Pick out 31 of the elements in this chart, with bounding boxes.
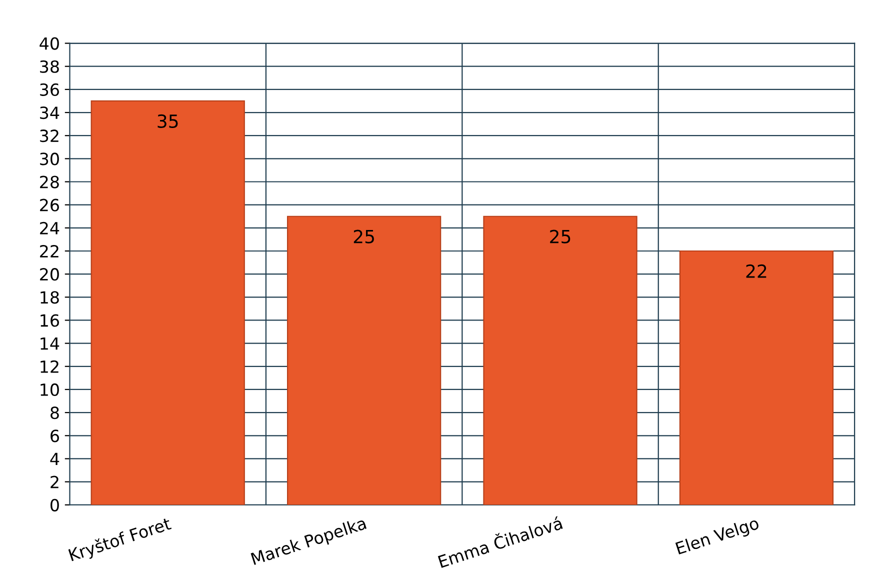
y-tick-label: 4 [50,452,60,466]
bar [90,100,245,505]
y-tick-label: 20 [40,268,59,281]
y-tick-label: 0 [50,498,59,512]
y-tick-label: 36 [40,83,59,96]
bar [483,216,638,505]
y-tick-label: 40 [40,37,59,50]
y-tick-label: 22 [40,244,58,258]
x-tick-label: Elen Velgo [675,516,761,558]
data-label: 25 [550,230,570,244]
bar [679,250,834,505]
data-label: 22 [746,264,766,278]
y-tick-label: 6 [50,430,59,442]
y-tick-label: 28 [40,176,59,188]
data-label: 25 [354,230,374,244]
bar [286,216,442,505]
y-tick-label: 2 [50,476,58,488]
y-tick-label: 38 [40,60,59,73]
y-tick-label: 24 [40,222,60,234]
y-tick-label: 26 [40,198,59,212]
y-tick-label: 30 [40,152,59,166]
y-tick-label: 18 [40,291,59,304]
y-tick-label: 34 [40,106,60,120]
x-tick-label: Marek Popelka [250,516,368,568]
y-tick-label: 12 [40,360,58,373]
y-tick-label: 32 [40,130,58,142]
y-tick-label: 16 [40,314,59,327]
y-tick-label: 10 [40,383,59,396]
data-label: 35 [158,114,178,128]
y-tick-label: 8 [50,406,59,420]
y-tick-label: 14 [40,337,60,350]
